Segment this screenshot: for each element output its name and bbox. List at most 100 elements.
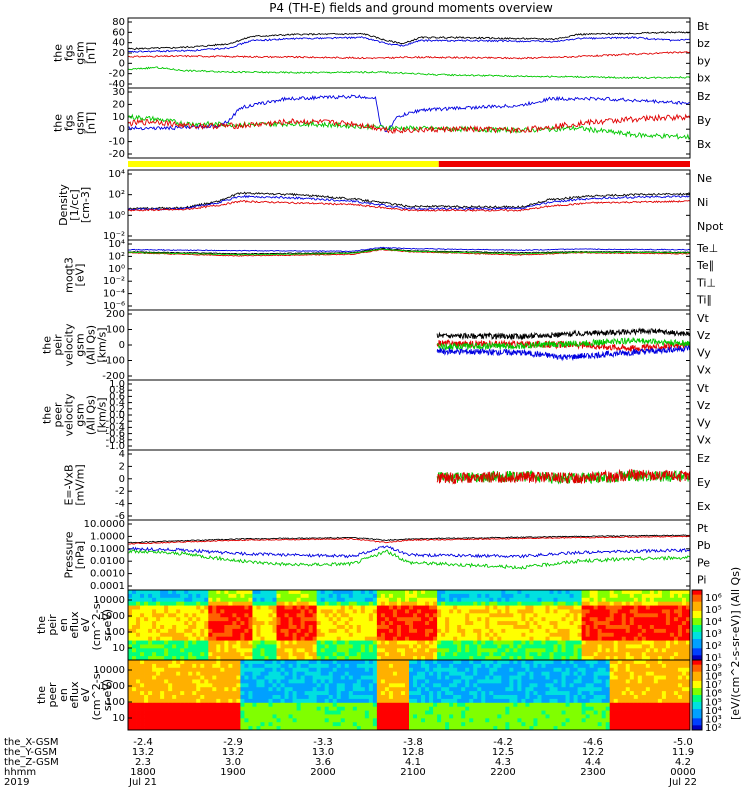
heatmap-cell [553,710,558,715]
heatmap-cell [140,702,145,708]
heatmap-cell [324,636,330,641]
heatmap-cell [192,726,197,731]
heatmap-cell [417,656,422,661]
heatmap-cell [497,593,502,599]
heatmap-cell [421,714,426,719]
heatmap-cell [613,632,619,638]
heatmap-cell [292,605,297,610]
heatmap-cell [244,718,249,723]
heatmap-cell [585,726,591,731]
heatmap-cell [244,597,249,603]
heatmap-cell [144,660,149,665]
heatmap-cell [541,593,546,599]
heatmap-cell [176,656,181,661]
heatmap-cell [577,628,583,634]
heatmap-cell [168,597,173,603]
heatmap-cell [388,683,394,688]
heatmap-cell [461,644,466,649]
heatmap-cell [284,640,289,645]
heatmap-cell [509,671,514,676]
heatmap-cell [425,605,430,610]
heatmap-cell [232,687,237,692]
heatmap-cell [685,613,691,618]
heatmap-cell [368,644,374,649]
heatmap-cell [220,683,225,688]
heatmap-cell [128,675,133,680]
heatmap-cell [356,718,362,723]
heatmap-cell [409,636,414,641]
heatmap-cell [156,660,161,665]
heatmap-cell [152,609,157,614]
heatmap-cell [565,722,570,727]
heatmap-cell [136,644,141,649]
heatmap-cell [280,714,285,719]
heatmap-cell [593,679,599,684]
heatmap-cell [380,687,386,692]
heatmap-cell [200,663,205,669]
heatmap-cell [268,663,273,669]
heatmap-cell [605,601,611,606]
heatmap-cell [320,644,326,649]
heatmap-cell [220,706,225,711]
heatmap-cell [224,601,229,606]
ytick-peir_en_eflux: 1000 [100,611,125,622]
heatmap-cell [288,726,293,731]
heatmap-cell [232,617,237,622]
ytick-moms_temp: 10⁰ [108,264,125,275]
heatmap-cell [360,698,366,704]
heatmap-cell [176,695,181,700]
heatmap-cell [332,625,338,630]
heatmap-cell [581,628,587,634]
colorbar-cell [692,615,702,619]
heatmap-cell [429,605,434,610]
heatmap-cell [292,687,297,692]
heatmap-cell [332,710,338,715]
heatmap-cell [517,597,522,603]
heatmap-cell [344,702,350,708]
heatmap-cell [156,636,161,641]
heatmap-cell [509,617,514,622]
heatmap-cell [248,656,253,661]
heatmap-cell [336,613,342,618]
heatmap-cell [284,691,289,696]
heatmap-cell [368,679,374,684]
heatmap-cell [429,702,434,708]
heatmap-cell [609,671,615,676]
heatmap-cell [685,636,691,641]
heatmap-cell [244,601,249,606]
heatmap-cell [204,652,209,657]
heatmap-cell [352,593,358,599]
heatmap-cell [409,683,414,688]
heatmap-cell [264,609,269,614]
legend-moms_temp: Te⊥ [696,242,718,255]
heatmap-cell [409,714,414,719]
heatmap-cell [641,613,647,618]
heatmap-cell [453,590,458,595]
heatmap-cell [196,687,201,692]
heatmap-cell [473,718,478,723]
heatmap-cell [376,671,382,676]
heatmap-cell [288,613,293,618]
heatmap-cell [657,590,663,595]
heatmap-cell [573,714,578,719]
heatmap-cell [192,628,197,634]
heatmap-cell [585,656,591,661]
heatmap-cell [360,609,366,614]
heatmap-cell [617,621,623,626]
heatmap-cell [336,695,342,700]
heatmap-cell [252,652,257,657]
heatmap-cell [396,644,402,649]
heatmap-cell [517,679,522,684]
heatmap-cell [284,675,289,680]
heatmap-cell [400,628,406,634]
heatmap-cell [388,718,394,723]
heatmap-cell [400,691,406,696]
heatmap-cell [324,691,330,696]
heatmap-cell [509,695,514,700]
heatmap-cell [236,698,241,704]
heatmap-cell [657,593,663,599]
heatmap-cell [621,628,627,634]
ytick-density: 10⁰ [108,210,125,221]
heatmap-cell [501,663,506,669]
heatmap-cell [509,590,514,595]
